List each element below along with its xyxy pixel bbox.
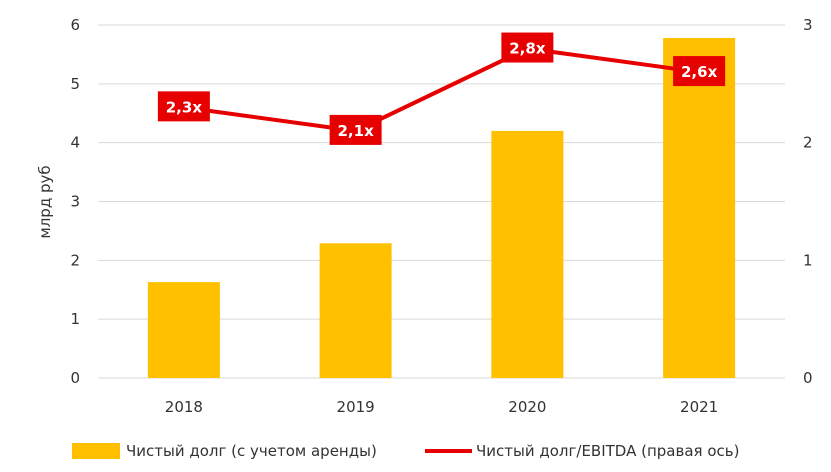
y-tick-label: 4 — [70, 134, 80, 152]
axis-ticks: 0 1 2 3 4 5 6 0 1 2 3 2018 2019 2020 2021 — [70, 16, 812, 416]
x-tick-label: 2021 — [680, 398, 718, 416]
data-label-box — [329, 114, 382, 145]
line-series: 2,3x 2,1x 2,8x 2,6x — [157, 32, 726, 145]
data-label: 2,8x — [509, 40, 546, 58]
y2-tick-label: 3 — [803, 16, 813, 34]
bar-series — [147, 37, 736, 379]
data-label-box — [501, 32, 554, 63]
legend-label: Чистый долг (с учетом аренды) — [126, 442, 377, 460]
y-tick-label: 1 — [70, 310, 80, 328]
y-axis-title: млрд руб — [36, 165, 54, 238]
y-tick-label: 6 — [70, 16, 80, 34]
bar — [491, 130, 564, 378]
legend-label: Чистый долг/EBITDA (правая ось) — [476, 442, 739, 460]
legend-swatch-bar — [72, 443, 120, 459]
bar — [663, 37, 736, 379]
x-tick-label: 2020 — [508, 398, 546, 416]
series-line — [183, 46, 700, 133]
legend: Чистый долг (с учетом аренды) Чистый долг… — [72, 442, 739, 460]
x-tick-label: 2018 — [165, 398, 203, 416]
y2-tick-label: 2 — [803, 134, 813, 152]
y-tick-label: 0 — [70, 369, 80, 387]
bar — [147, 282, 220, 378]
data-label-box — [157, 91, 210, 122]
data-label: 2,3x — [166, 98, 203, 116]
y2-tick-label: 0 — [803, 369, 813, 387]
x-tick-label: 2019 — [337, 398, 375, 416]
bar — [319, 243, 392, 378]
y-tick-label: 2 — [70, 251, 80, 269]
y-tick-label: 3 — [70, 193, 80, 211]
y-tick-label: 5 — [70, 75, 80, 93]
data-label: 2,1x — [338, 122, 375, 140]
y2-tick-label: 1 — [803, 251, 813, 269]
data-label: 2,6x — [681, 63, 718, 81]
data-label-box — [673, 56, 726, 87]
